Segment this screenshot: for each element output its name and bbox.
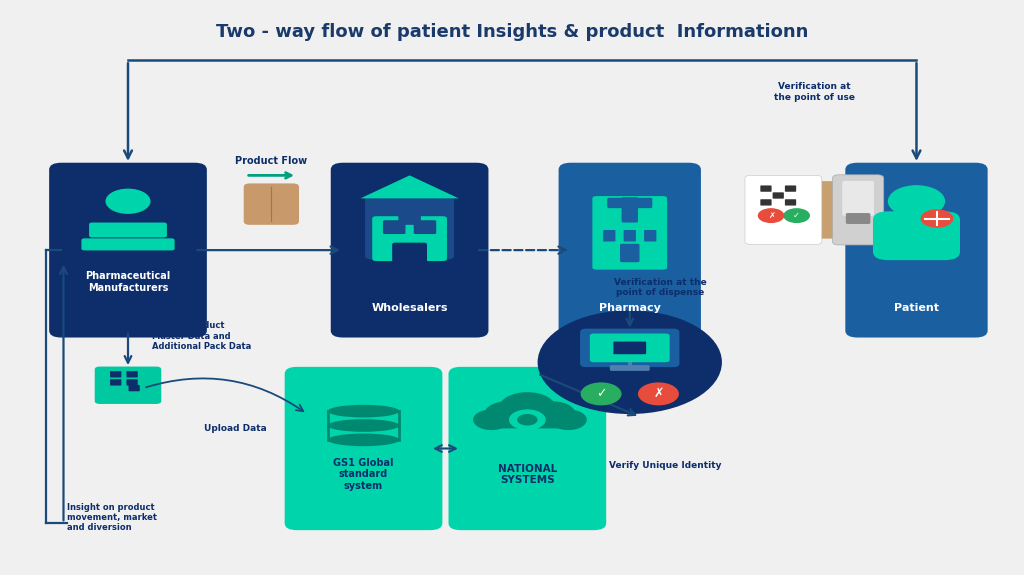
- Text: Verify Unique Identity: Verify Unique Identity: [609, 461, 722, 470]
- Text: Upload Data: Upload Data: [204, 424, 267, 433]
- Ellipse shape: [328, 405, 399, 417]
- Text: Patient: Patient: [894, 302, 939, 313]
- FancyBboxPatch shape: [603, 230, 615, 241]
- FancyBboxPatch shape: [846, 213, 870, 224]
- FancyBboxPatch shape: [111, 380, 121, 385]
- Text: Verification at the
point of dispense: Verification at the point of dispense: [614, 278, 707, 297]
- Ellipse shape: [328, 419, 399, 432]
- Polygon shape: [360, 175, 459, 198]
- FancyBboxPatch shape: [81, 238, 174, 251]
- Text: Two - way flow of patient Insights & product  Informationn: Two - way flow of patient Insights & pro…: [216, 22, 808, 41]
- FancyBboxPatch shape: [621, 244, 639, 262]
- Text: ✓: ✓: [596, 388, 606, 400]
- Circle shape: [499, 392, 556, 424]
- Circle shape: [783, 208, 810, 223]
- FancyBboxPatch shape: [622, 197, 638, 223]
- FancyBboxPatch shape: [610, 365, 650, 371]
- Text: GS1 Global
standard
system: GS1 Global standard system: [333, 458, 394, 491]
- FancyBboxPatch shape: [580, 329, 680, 367]
- FancyBboxPatch shape: [559, 163, 700, 338]
- FancyBboxPatch shape: [644, 230, 656, 241]
- FancyBboxPatch shape: [373, 216, 447, 261]
- Circle shape: [921, 209, 953, 228]
- FancyBboxPatch shape: [285, 367, 442, 530]
- FancyBboxPatch shape: [111, 371, 121, 377]
- FancyBboxPatch shape: [488, 415, 567, 428]
- Text: Insight on product
movement, market
and diversion: Insight on product movement, market and …: [67, 503, 157, 532]
- Text: Verification at
the point of use: Verification at the point of use: [773, 82, 855, 102]
- Text: ✗: ✗: [768, 211, 774, 220]
- FancyBboxPatch shape: [366, 195, 455, 259]
- FancyBboxPatch shape: [760, 185, 772, 191]
- FancyBboxPatch shape: [244, 183, 299, 225]
- FancyBboxPatch shape: [842, 181, 874, 216]
- Circle shape: [888, 185, 945, 217]
- Circle shape: [509, 409, 546, 430]
- Circle shape: [473, 409, 510, 430]
- FancyBboxPatch shape: [624, 230, 636, 241]
- FancyBboxPatch shape: [331, 163, 488, 338]
- Text: Pharmacy: Pharmacy: [599, 302, 660, 313]
- FancyBboxPatch shape: [449, 367, 606, 530]
- FancyBboxPatch shape: [846, 163, 987, 338]
- Ellipse shape: [328, 434, 399, 446]
- Circle shape: [581, 382, 622, 405]
- FancyBboxPatch shape: [872, 211, 961, 260]
- FancyBboxPatch shape: [613, 342, 646, 354]
- FancyBboxPatch shape: [414, 220, 436, 234]
- Circle shape: [121, 252, 135, 260]
- Text: Report Product
Master Data and
Additional Pack Data: Report Product Master Data and Additiona…: [152, 321, 251, 351]
- Circle shape: [484, 401, 529, 427]
- FancyBboxPatch shape: [607, 198, 652, 208]
- FancyBboxPatch shape: [127, 371, 137, 377]
- Text: ✗: ✗: [653, 388, 664, 400]
- FancyBboxPatch shape: [392, 243, 427, 269]
- Circle shape: [146, 252, 161, 260]
- FancyBboxPatch shape: [808, 181, 844, 239]
- Circle shape: [550, 409, 587, 430]
- FancyBboxPatch shape: [398, 212, 421, 225]
- Circle shape: [638, 382, 679, 405]
- FancyBboxPatch shape: [833, 175, 884, 245]
- FancyBboxPatch shape: [127, 380, 137, 385]
- FancyBboxPatch shape: [383, 220, 406, 234]
- FancyBboxPatch shape: [785, 199, 797, 205]
- FancyBboxPatch shape: [745, 175, 821, 244]
- FancyBboxPatch shape: [760, 199, 772, 205]
- FancyBboxPatch shape: [590, 334, 670, 362]
- Circle shape: [758, 208, 784, 223]
- FancyBboxPatch shape: [785, 185, 797, 191]
- FancyBboxPatch shape: [49, 163, 207, 338]
- FancyBboxPatch shape: [89, 223, 167, 237]
- Circle shape: [517, 414, 538, 426]
- FancyBboxPatch shape: [129, 385, 139, 391]
- FancyBboxPatch shape: [94, 367, 162, 404]
- Text: Product Flow: Product Flow: [236, 156, 307, 166]
- Text: NATIONAL
SYSTEMS: NATIONAL SYSTEMS: [498, 463, 557, 485]
- Circle shape: [530, 401, 575, 427]
- Text: Wholesalers: Wholesalers: [372, 302, 447, 313]
- FancyBboxPatch shape: [592, 196, 668, 270]
- Text: ✓: ✓: [794, 211, 800, 220]
- Circle shape: [538, 310, 722, 414]
- Circle shape: [95, 252, 110, 260]
- Text: Pharmaceutical
Manufacturers: Pharmaceutical Manufacturers: [85, 271, 171, 293]
- Circle shape: [105, 189, 151, 214]
- FancyBboxPatch shape: [773, 192, 784, 198]
